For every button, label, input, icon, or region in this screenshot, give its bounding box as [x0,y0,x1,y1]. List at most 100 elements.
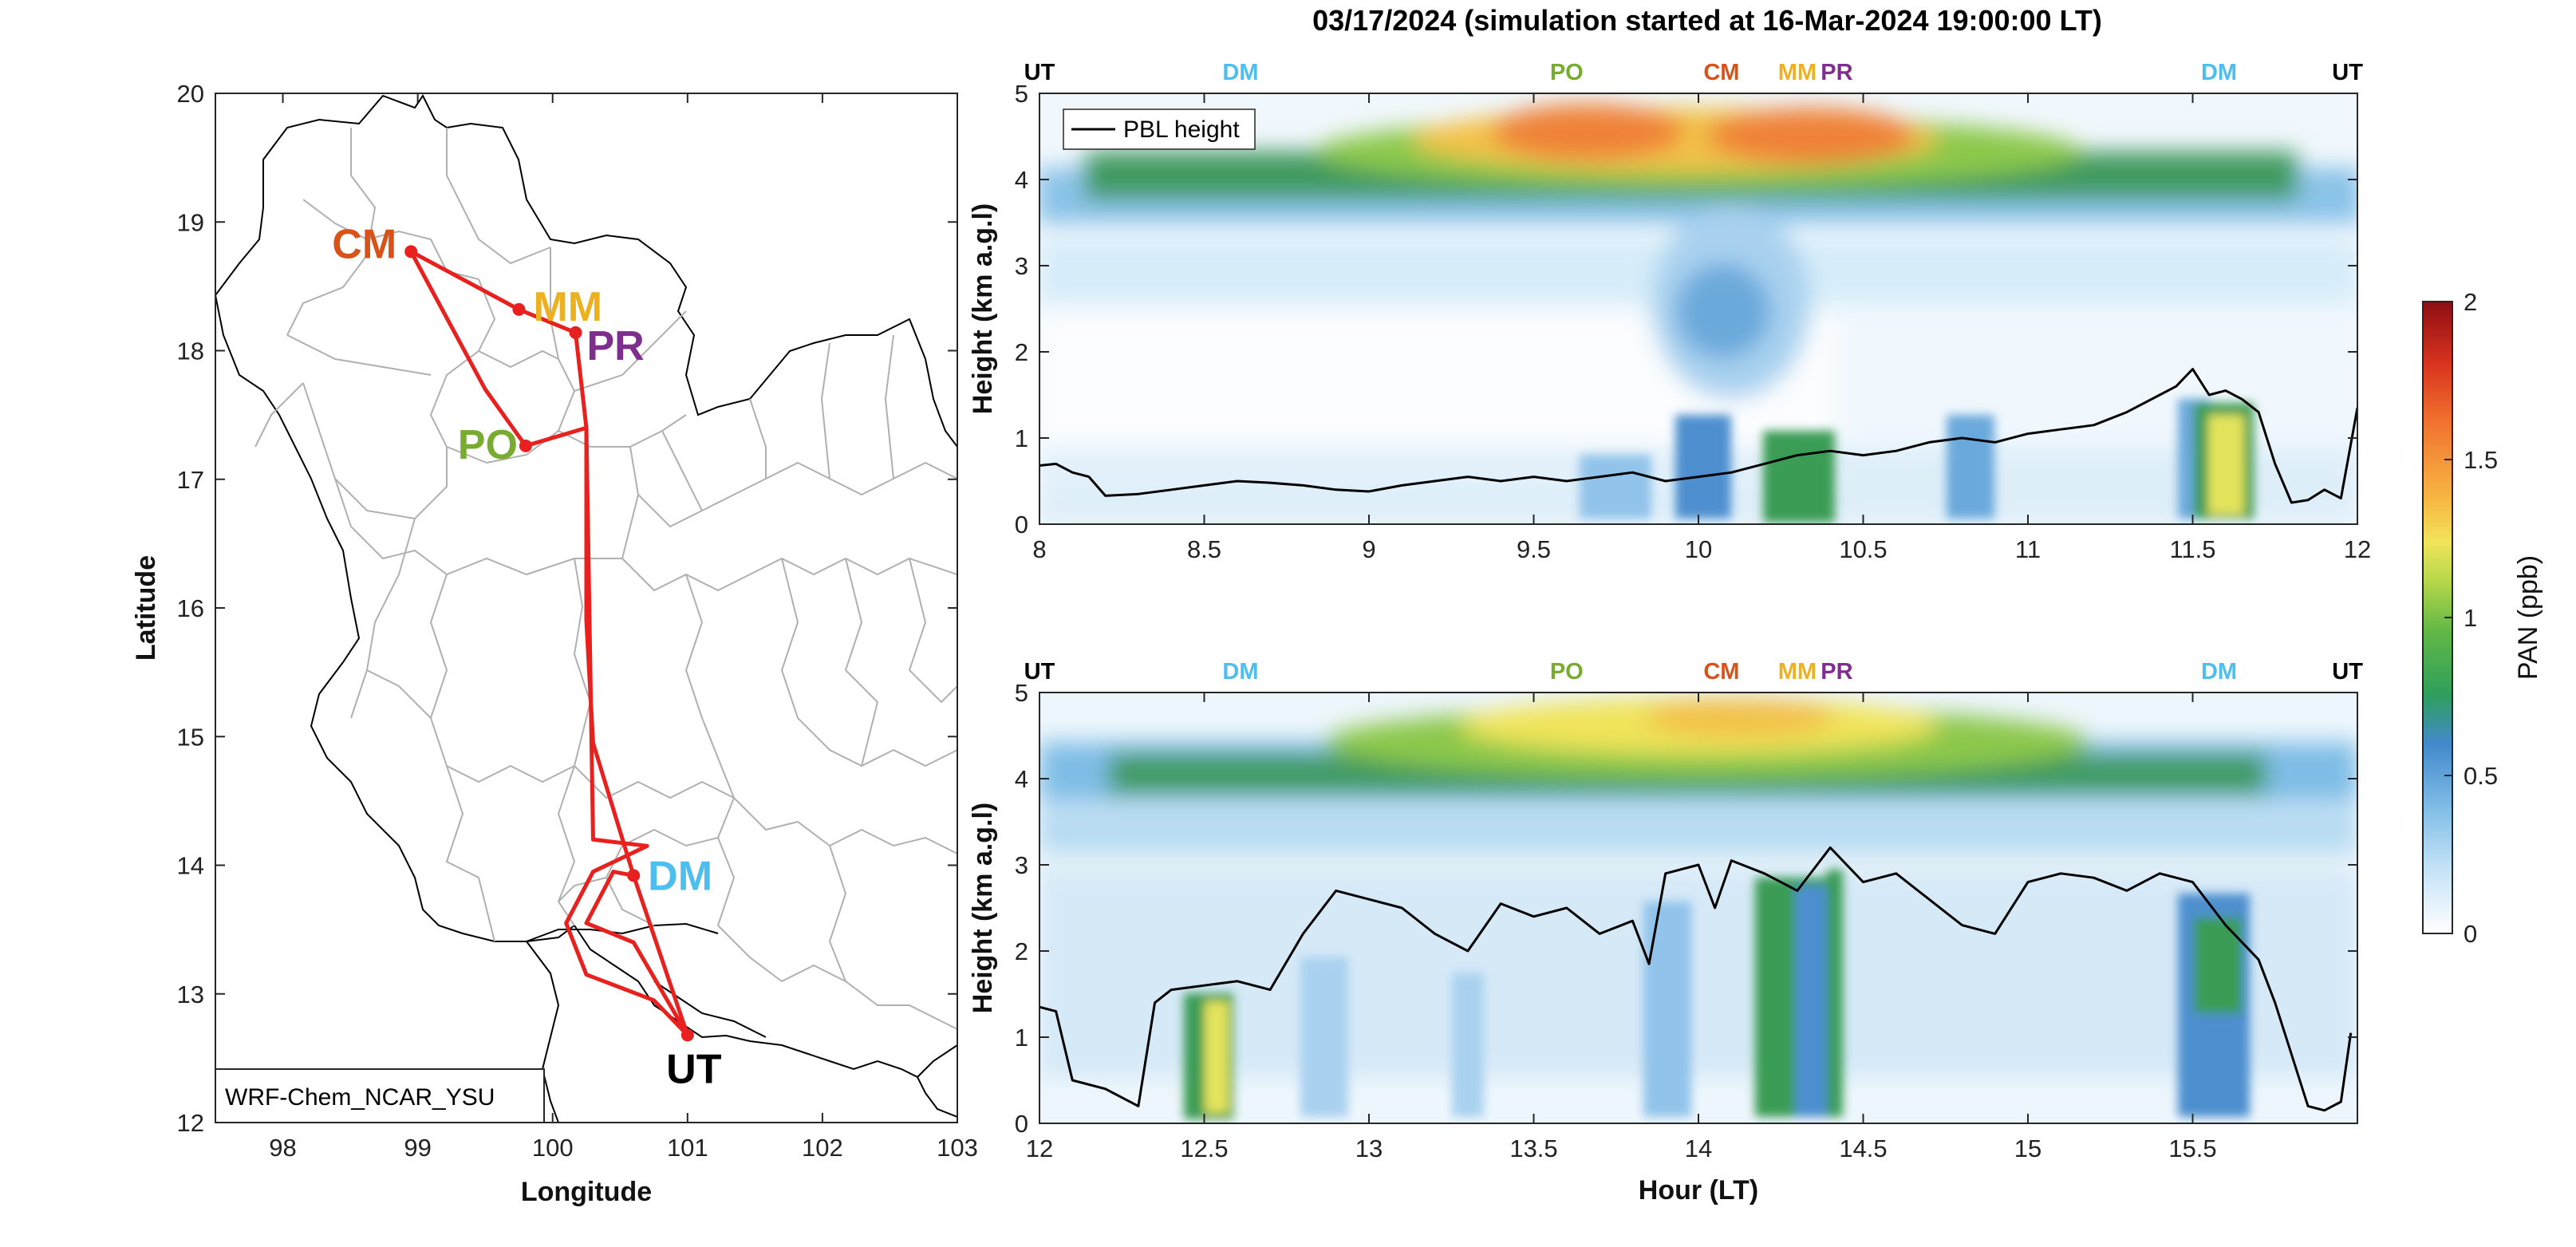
station-label-dm: DM [648,853,712,899]
map-xtick-label: 103 [937,1134,978,1162]
map-ytick-label: 20 [177,80,204,108]
top-xtick-label: 10.5 [1839,535,1887,563]
top-station-mm: MM [1778,60,1817,85]
top-xtick-label: 9 [1362,535,1375,563]
bottom-station-po: PO [1550,659,1584,685]
top-heatmap [1039,93,2357,524]
map-ytick-label: 14 [177,852,204,880]
map-boundaries [215,94,957,1123]
colorbar-tick-label: 2 [2464,288,2477,316]
top-ytick-label: 0 [1015,511,1028,539]
bottom-xtick-label: 12.5 [1180,1135,1228,1162]
top-xtick-label: 8 [1032,535,1046,563]
top-ylabel: Height (km a.g.l) [968,203,998,414]
top-ytick-label: 3 [1015,252,1028,280]
map-xtick-label: 101 [667,1134,708,1162]
bottom-station-dm: DM [2201,659,2237,685]
bottom-station-ut: UT [1024,659,1055,685]
bottom-xtick-label: 12 [1026,1135,1053,1162]
colorbar: 0 0.5 1 1.5 2 PAN (ppb) [2422,288,2543,948]
top-xtick-label: 11.5 [2169,535,2215,563]
top-station-ut: UT [1024,60,1055,85]
top-station-dm: DM [2201,60,2237,85]
bottom-xtick-label: 14.5 [1839,1135,1887,1162]
colorbar-ticks: 0 0.5 1 1.5 2 [2444,288,2498,948]
map-xtick-label: 102 [802,1134,843,1162]
map-ytick-label: 16 [177,594,204,622]
station-label-mm: MM [533,284,602,330]
map-ytick-label: 13 [177,981,204,1008]
map-ytick-label: 17 [177,466,204,494]
bottom-xlabel: Hour (LT) [1639,1175,1758,1206]
bottom-heatmap [1039,693,2357,1123]
pbl-legend-label: PBL height [1123,116,1240,143]
bottom-xtick-label: 15.5 [2168,1135,2216,1162]
flight-route-line [408,249,690,1037]
bottom-xtick-label: 13 [1355,1135,1383,1162]
model-label: WRF-Chem_NCAR_YSU [225,1084,495,1111]
map-xtick-label: 99 [404,1134,431,1162]
map-ticks: 98 99 100 101 102 103 12 13 14 15 16 17 18 19 20 [177,80,978,1162]
map-ytick-label: 12 [177,1109,204,1137]
top-station-cm: CM [1703,60,1739,85]
station-marker-ut [680,1028,694,1042]
top-ytick-label: 5 [1015,80,1028,108]
map-xlabel: Longitude [521,1177,652,1207]
top-pbl-layer [1039,368,2357,504]
bottom-station-dm: DM [1222,659,1258,685]
map-xtick-label: 100 [532,1134,574,1162]
map-ytick-label: 15 [177,723,204,751]
top-station-dm: DM [1222,60,1258,85]
station-marker-cm [404,245,418,258]
top-xtick-label: 10 [1685,535,1712,563]
map-xtick-label: 98 [269,1134,296,1162]
top-station-ut: UT [2332,60,2363,85]
top-xtick-label: 11 [2015,535,2041,563]
top-xtick-label: 8.5 [1187,535,1221,563]
bottom-station-mm: MM [1778,659,1817,685]
bottom-station-ut: UT [2332,659,2363,685]
bottom-ytick-label: 4 [1015,765,1028,793]
bottom-station-pr: PR [1821,659,1852,685]
bottom-ytick-label: 1 [1015,1024,1028,1052]
colorbar-tick-label: 0 [2464,920,2477,948]
bottom-xtick-label: 15 [2014,1135,2041,1162]
station-marker-pr [569,326,582,339]
top-ytick-label: 2 [1015,338,1028,366]
bottom-station-labels: UT DM PO CM MM PR DM UT [1024,659,2364,685]
station-marker-mm [512,302,526,316]
top-ytick-label: 4 [1015,166,1028,194]
top-station-labels: UT DM PO CM MM PR DM UT [1024,60,2364,85]
bottom-pbl-line [1039,846,2353,1112]
model-label-box [215,1068,545,1123]
colorbar-tick-label: 1.5 [2464,446,2498,474]
bottom-ytick-label: 0 [1015,1110,1028,1138]
pbl-legend: PBL height [1063,109,1256,150]
bottom-xtick-label: 13.5 [1509,1135,1557,1162]
station-marker-po [519,439,532,452]
top-station-pr: PR [1821,60,1852,85]
top-xtick-label: 9.5 [1517,535,1551,563]
bottom-ytick-label: 3 [1015,851,1028,879]
route-layer [408,249,690,1037]
colorbar-tick-label: 0.5 [2464,762,2498,790]
bottom-ytick-label: 5 [1015,679,1028,707]
station-label-po: PO [458,422,518,468]
top-xtick-label: 12 [2344,535,2371,563]
colorbar-tick-label: 1 [2464,604,2477,632]
bottom-ytick-label: 2 [1015,937,1028,965]
station-label-pr: PR [586,323,644,369]
top-station-po: PO [1550,60,1584,85]
bottom-pbl-layer [1039,846,2353,1112]
top-ytick-label: 1 [1015,424,1028,452]
station-marker-dm [627,869,641,882]
bottom-station-cm: CM [1703,659,1739,685]
bottom-xtick-label: 14 [1685,1135,1712,1162]
